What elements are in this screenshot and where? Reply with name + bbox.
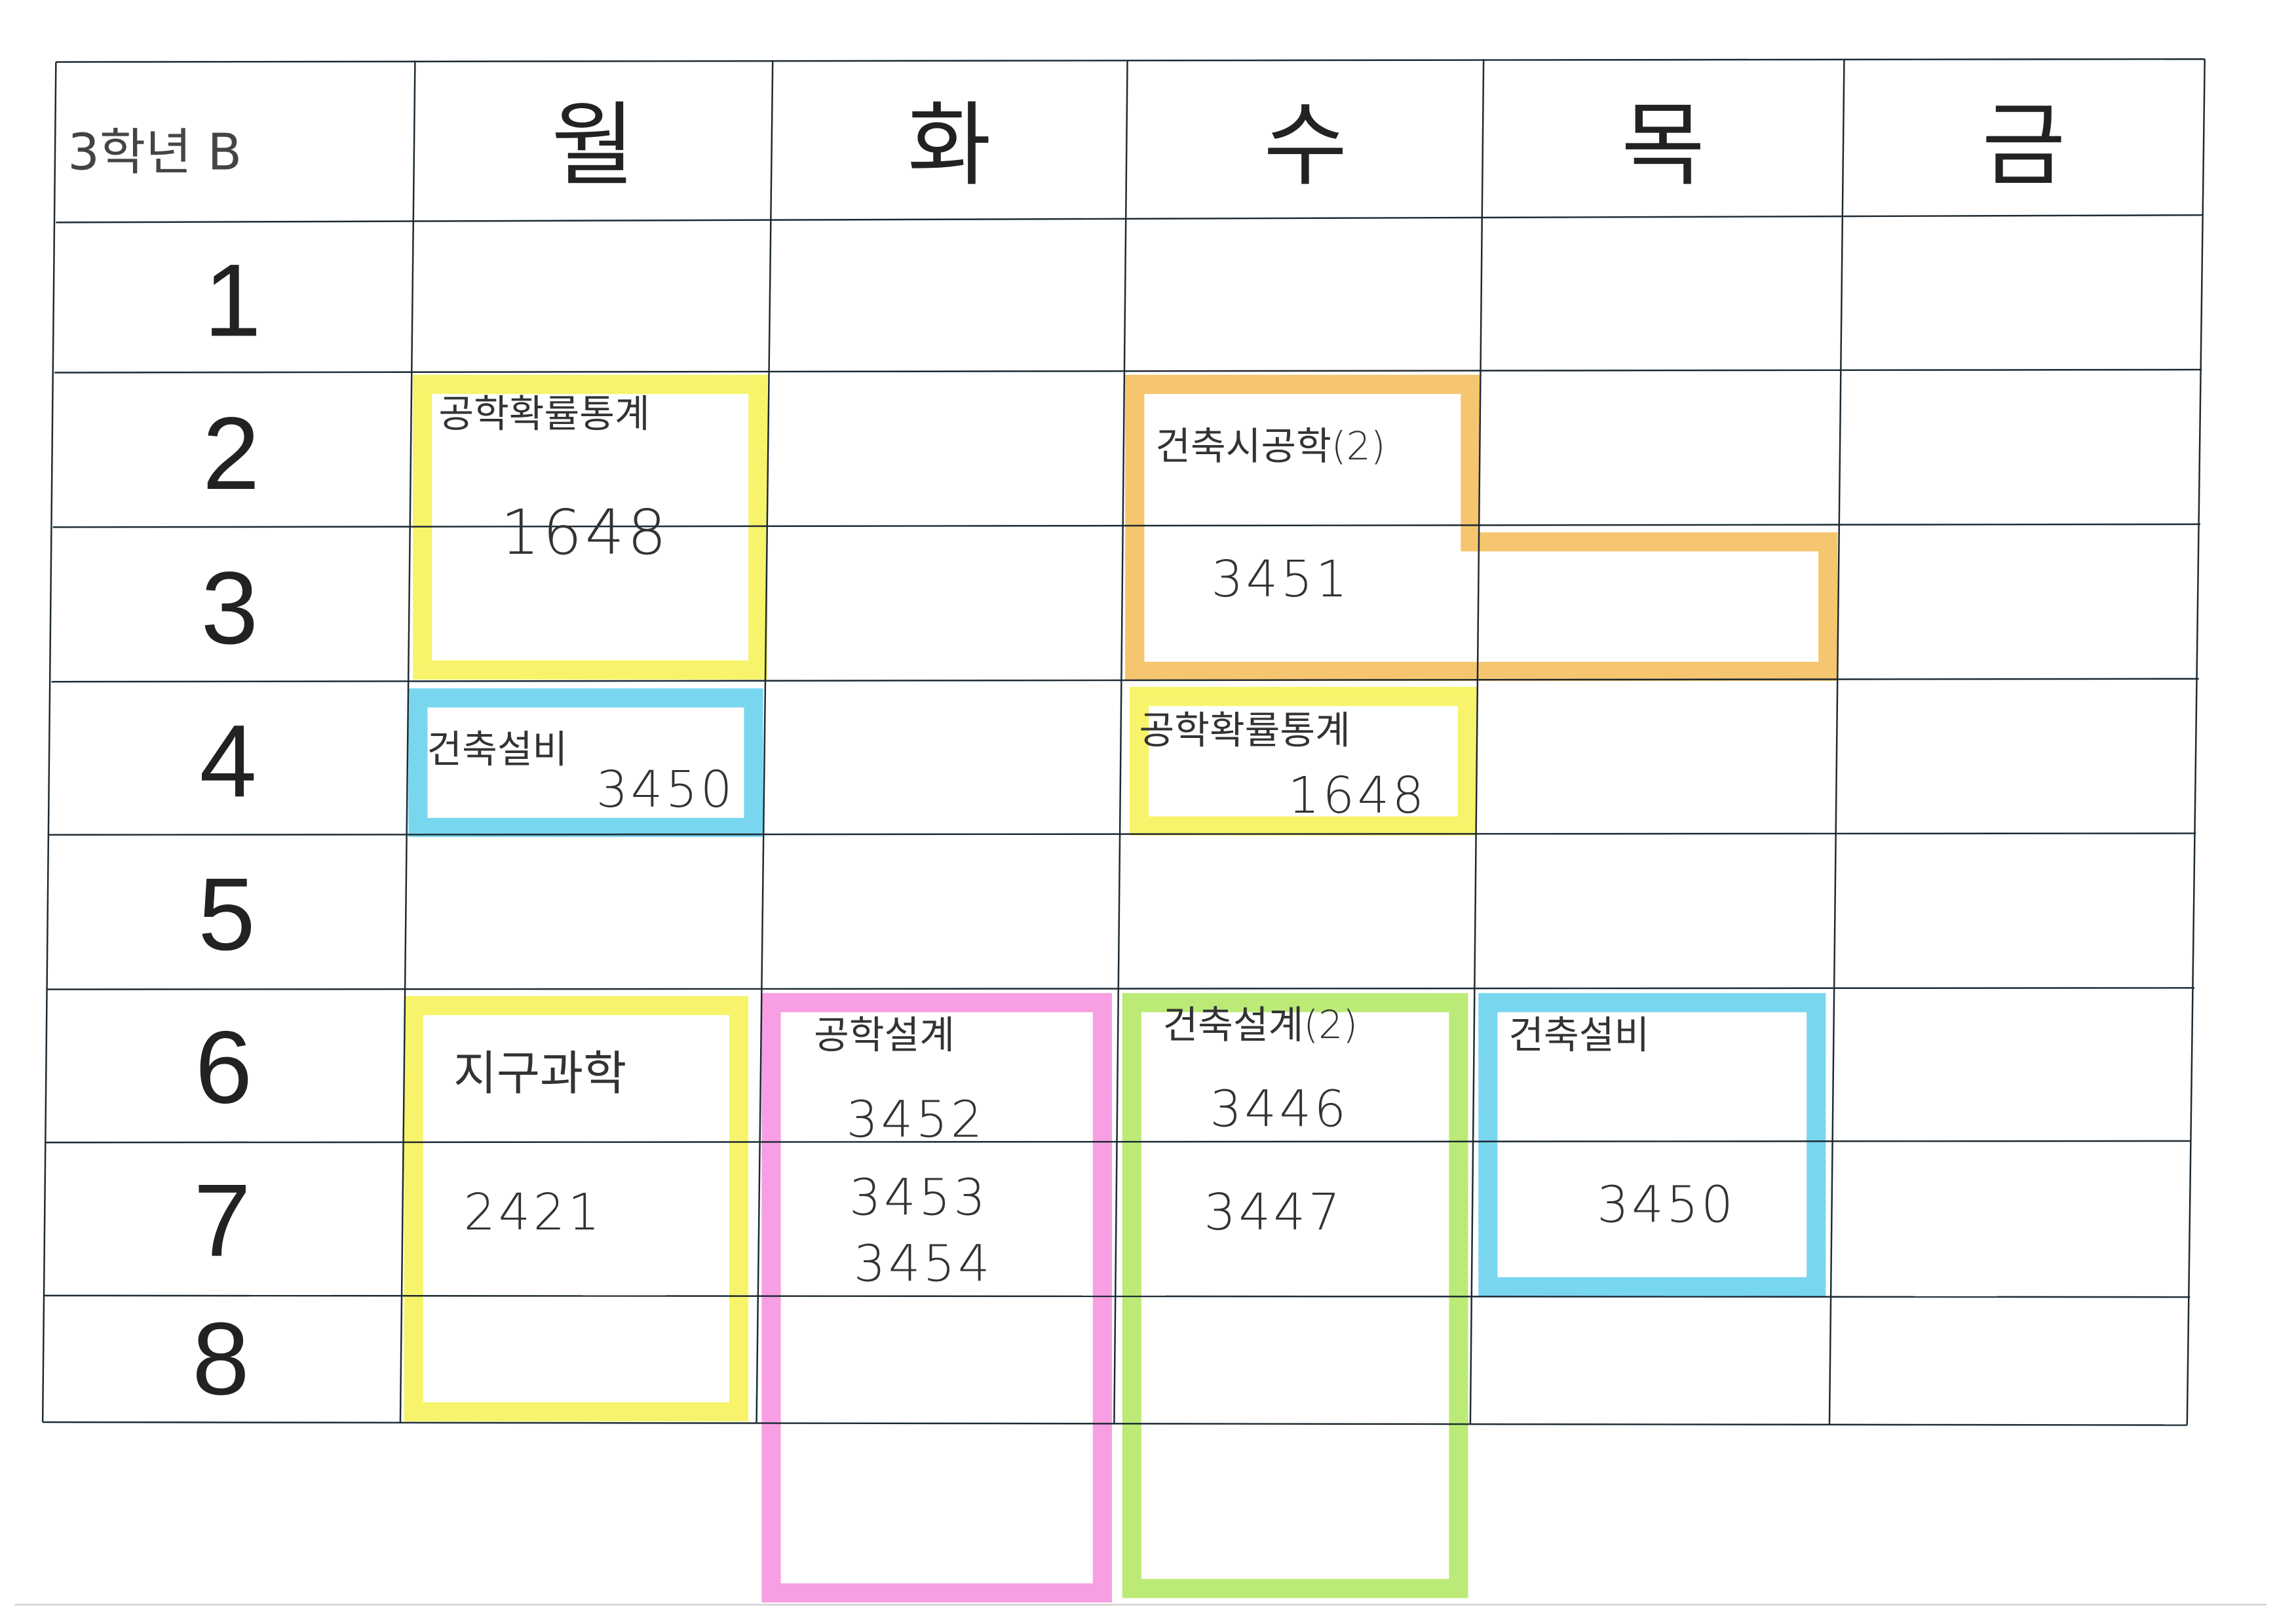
day-header-mon: 월 [551, 92, 635, 199]
subject: 공학설계 [814, 1013, 955, 1058]
day-header-tue: 화 [908, 92, 991, 199]
subject: 공학확률통계 [1139, 708, 1350, 753]
period-4: 4 [199, 704, 256, 819]
period-6: 6 [195, 1011, 252, 1125]
period-2: 2 [202, 396, 259, 511]
period-1: 1 [204, 243, 261, 358]
day-header-wed: 수 [1263, 92, 1347, 199]
room: 3454 [854, 1235, 993, 1293]
room: 3452 [847, 1091, 985, 1149]
period-5: 5 [198, 857, 255, 972]
period-3: 3 [201, 551, 258, 666]
entry-mon-4: 건축설비 3450 [427, 727, 735, 819]
subject: 건축시공학(2) [1155, 424, 1385, 469]
day-header-thu: 목 [1621, 92, 1705, 199]
period-7: 7 [193, 1163, 250, 1278]
highlight-blue-mon-4 [408, 688, 763, 838]
subject: 건축설계(2) [1162, 1003, 1358, 1047]
subject: 건축설비 [1508, 1013, 1649, 1058]
room: 1648 [501, 497, 670, 569]
subject: 지구과학 [453, 1045, 626, 1100]
highlight-yellow-mon-6-8 [404, 996, 749, 1421]
day-header-fri: 금 [1981, 92, 2065, 199]
entry-wed-4: 공학확률통계 1648 [1139, 708, 1426, 826]
period-8: 8 [192, 1302, 249, 1416]
room: 3447 [1204, 1184, 1343, 1242]
subject: 공학확률통계 [438, 392, 649, 436]
highlight-pink-tue-6-8 [761, 993, 1112, 1603]
entry-mon-2-3: 공학확률통계 1648 [438, 392, 670, 569]
highlights [404, 374, 1838, 1603]
room: 1648 [1288, 767, 1426, 825]
entry-tue-6-8: 공학설계 3452 3453 3454 [814, 1013, 993, 1294]
room: 2421 [464, 1184, 603, 1242]
subject: 건축설비 [427, 727, 567, 772]
highlight-yellow-wed-4 [1129, 687, 1478, 836]
entry-wed-2-3: 건축시공학(2) 3451 [1155, 424, 1385, 609]
room: 3450 [596, 761, 735, 819]
room: 3453 [849, 1169, 988, 1227]
corner-label: 3학년 B [67, 124, 242, 182]
room: 3450 [1597, 1176, 1736, 1235]
room: 3446 [1210, 1081, 1349, 1139]
room: 3451 [1212, 551, 1350, 609]
entry-mon-6-8: 지구과학 2421 [453, 1045, 626, 1241]
entry-thu-6-7: 건축설비 3450 [1508, 1013, 1736, 1235]
table-grid [41, 58, 2206, 1426]
highlight-blue-thu-6-7 [1478, 993, 1826, 1296]
entry-wed-6-8: 건축설계(2) 3446 3447 [1162, 1003, 1358, 1242]
highlight-orange-wed-thu-2-3 [1125, 374, 1838, 682]
